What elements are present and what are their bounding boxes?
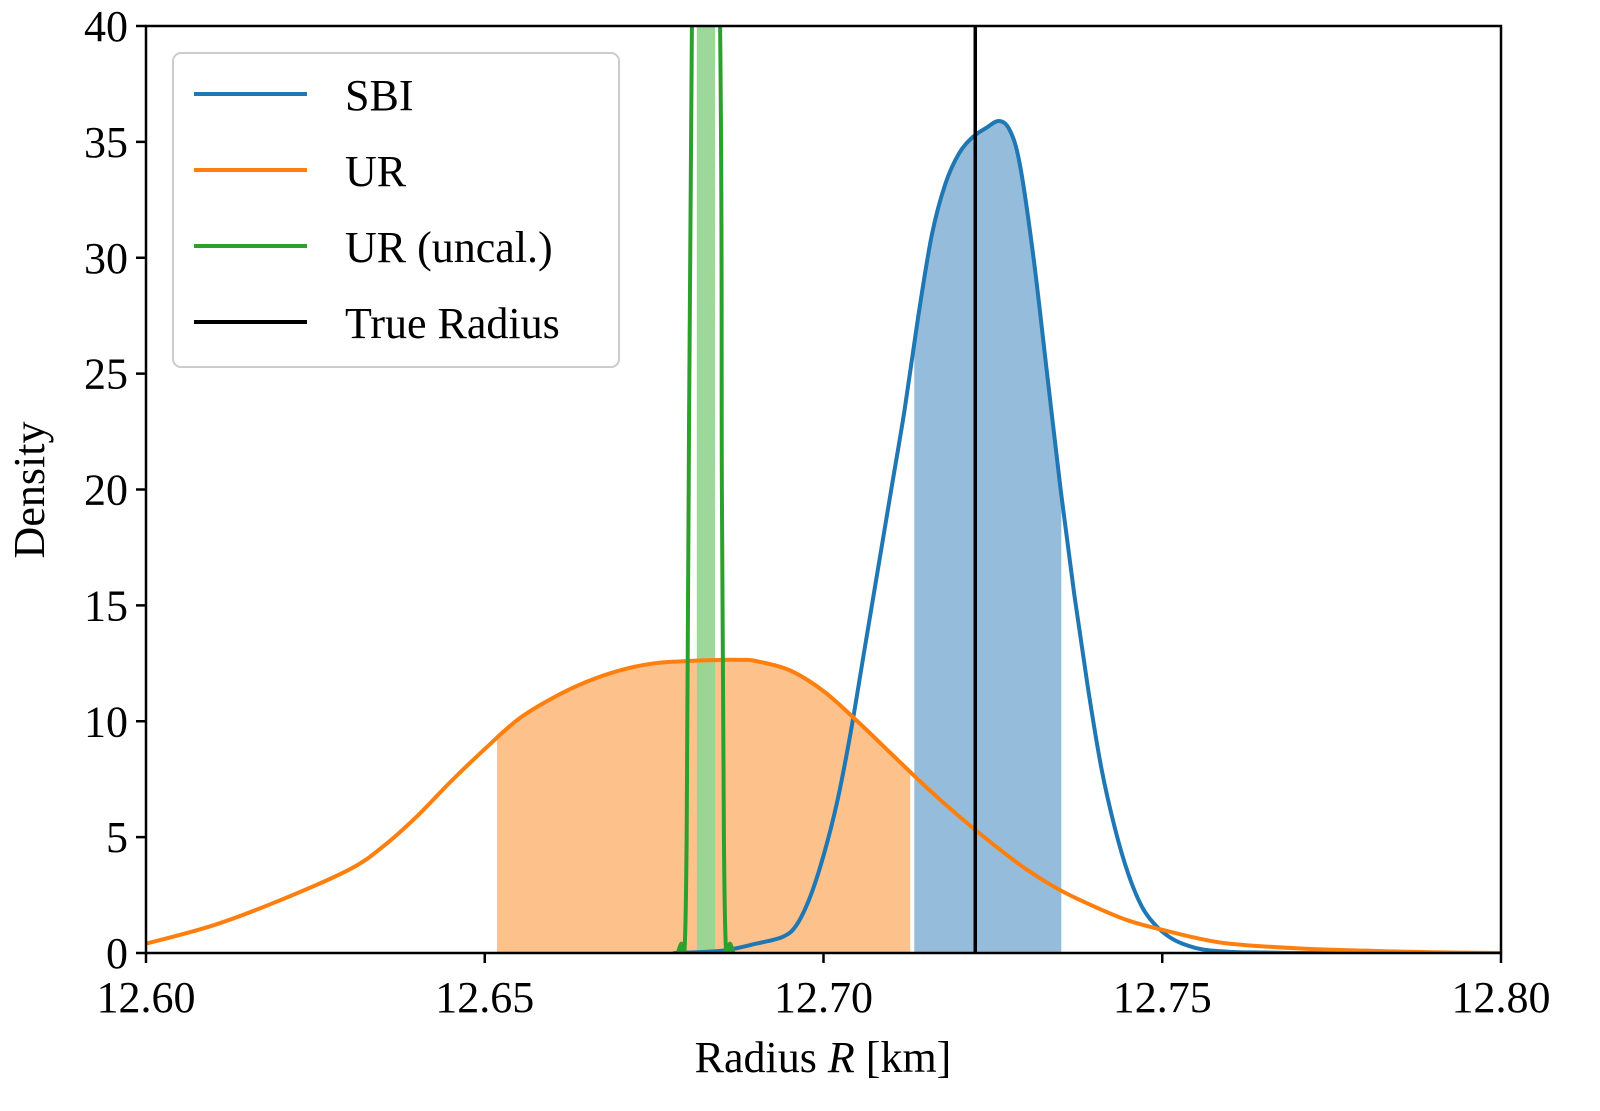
- y-tick-label: 30: [84, 234, 128, 283]
- x-tick-label: 12.70: [774, 973, 873, 1022]
- y-axis-ticks: 0 5 10 15 20 25 30 35 40: [84, 2, 146, 978]
- x-axis-label-unit: [km]: [855, 1033, 952, 1082]
- x-axis-label-variable: R: [827, 1033, 855, 1082]
- y-tick-label: 5: [106, 813, 128, 862]
- legend-item-sbi: SBI: [194, 71, 413, 120]
- y-axis-label: Density: [5, 422, 54, 559]
- legend-label-ur-uncal: UR (uncal.): [345, 223, 553, 272]
- legend-item-true-radius: True Radius: [194, 299, 560, 348]
- y-tick-label: 20: [84, 466, 128, 515]
- legend: SBI UR UR (uncal.) True Radius: [172, 52, 620, 368]
- shaded-intervals: [496, 26, 1062, 953]
- ur-density-line: [146, 657, 1501, 953]
- x-axis-label: Radius R [km]: [695, 1033, 952, 1082]
- legend-box: [172, 52, 620, 368]
- y-tick-label: 40: [84, 2, 128, 51]
- x-tick-label: 12.65: [435, 973, 534, 1022]
- x-tick-label: 12.60: [97, 973, 196, 1022]
- ur-uncal-density-line: [675, 26, 736, 953]
- y-tick-label: 35: [84, 118, 128, 167]
- sbi-shaded-interval: [914, 121, 1062, 953]
- y-tick-label: 0: [106, 929, 128, 978]
- y-tick-label: 10: [84, 697, 128, 746]
- legend-label-sbi: SBI: [345, 71, 413, 120]
- density-curves: [146, 26, 1501, 953]
- x-tick-label: 12.80: [1452, 973, 1551, 1022]
- x-axis-label-prefix: Radius: [695, 1033, 828, 1082]
- y-tick-label: 15: [84, 581, 128, 630]
- legend-item-ur-uncal: UR (uncal.): [194, 223, 553, 272]
- x-axis-ticks: 12.60 12.65 12.70 12.75 12.80: [97, 953, 1551, 1022]
- x-tick-label: 12.75: [1113, 973, 1212, 1022]
- legend-label-true-radius: True Radius: [345, 299, 560, 348]
- ur-uncal-shaded-interval: [696, 26, 716, 953]
- legend-label-ur: UR: [345, 147, 407, 196]
- y-tick-label: 25: [84, 350, 128, 399]
- legend-item-ur: UR: [194, 147, 407, 196]
